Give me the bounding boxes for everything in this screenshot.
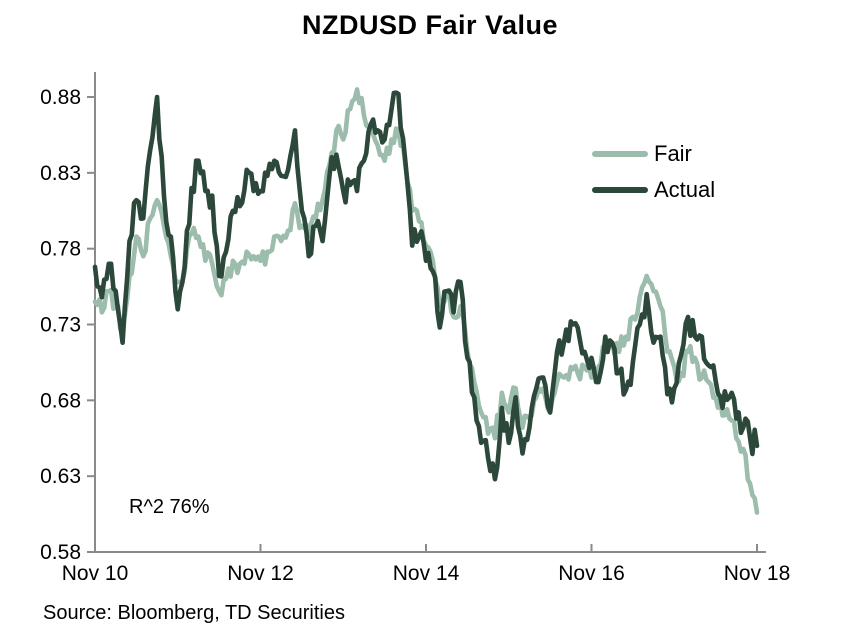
svg-text:0.88: 0.88: [40, 86, 81, 109]
source-text: Source: Bloomberg, TD Securities: [43, 602, 345, 624]
svg-text:0.73: 0.73: [40, 314, 81, 337]
svg-text:0.83: 0.83: [40, 162, 81, 185]
chart-legend: Fair Actual: [592, 136, 715, 208]
svg-text:Nov 10: Nov 10: [62, 562, 129, 585]
svg-text:0.63: 0.63: [40, 465, 81, 488]
svg-text:0.58: 0.58: [40, 541, 81, 564]
legend-item-actual: Actual: [592, 172, 715, 208]
legend-item-fair: Fair: [592, 136, 715, 172]
svg-text:Nov 14: Nov 14: [393, 562, 460, 585]
r-squared-annotation: R^2 76%: [129, 496, 210, 518]
fair-line-swatch: [592, 151, 648, 157]
legend-label-actual: Actual: [654, 177, 716, 202]
svg-text:Nov 18: Nov 18: [724, 562, 791, 585]
legend-label-fair: Fair: [654, 141, 692, 166]
actual-line-swatch: [592, 187, 648, 193]
svg-text:0.68: 0.68: [40, 389, 81, 412]
page-title: NZDUSD Fair Value: [301, 10, 559, 40]
svg-text:0.78: 0.78: [40, 238, 81, 261]
svg-text:Nov 16: Nov 16: [558, 562, 625, 585]
svg-text:Nov 12: Nov 12: [227, 562, 294, 585]
